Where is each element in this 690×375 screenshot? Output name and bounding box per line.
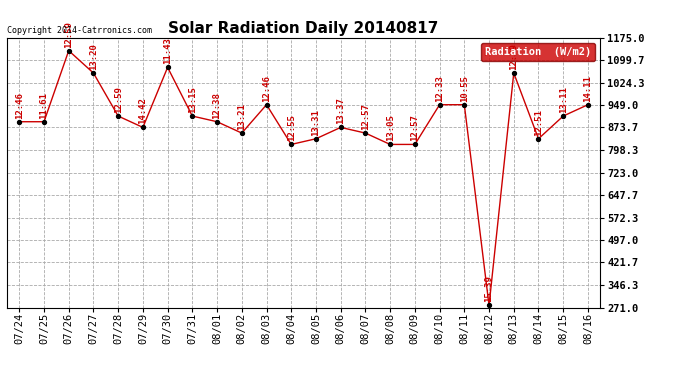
Text: 12:51: 12:51	[534, 109, 543, 136]
Text: 15:39: 15:39	[484, 276, 493, 302]
Text: 13:21: 13:21	[237, 103, 246, 130]
Text: 13:05: 13:05	[386, 115, 395, 141]
Text: 13:11: 13:11	[559, 86, 568, 113]
Text: 13:20: 13:20	[89, 43, 98, 70]
Point	[63, 48, 75, 54]
Text: Copyright 2014-Catrronics.com: Copyright 2014-Catrronics.com	[7, 26, 152, 35]
Text: 12:46: 12:46	[262, 75, 271, 102]
Legend: Radiation  (W/m2): Radiation (W/m2)	[480, 43, 595, 61]
Point	[459, 102, 470, 108]
Point	[434, 102, 445, 108]
Title: Solar Radiation Daily 20140817: Solar Radiation Daily 20140817	[168, 21, 439, 36]
Point	[137, 124, 148, 130]
Point	[187, 113, 198, 119]
Text: 12:33: 12:33	[435, 75, 444, 102]
Text: 12:59: 12:59	[114, 86, 123, 113]
Text: 13:37: 13:37	[336, 98, 345, 124]
Text: 14:11: 14:11	[584, 75, 593, 102]
Text: 11:61: 11:61	[39, 92, 48, 119]
Text: 12:46: 12:46	[14, 92, 23, 119]
Point	[39, 119, 50, 125]
Text: 13:31: 13:31	[311, 109, 320, 136]
Point	[14, 119, 25, 125]
Text: 12:59: 12:59	[64, 21, 73, 48]
Point	[582, 102, 593, 108]
Point	[286, 141, 297, 147]
Point	[310, 136, 322, 142]
Point	[384, 141, 395, 147]
Point	[409, 141, 420, 147]
Text: 12:38: 12:38	[213, 92, 221, 119]
Text: 10:55: 10:55	[460, 75, 469, 102]
Text: 12:57: 12:57	[361, 103, 370, 130]
Point	[360, 130, 371, 136]
Text: 12:55: 12:55	[287, 115, 296, 141]
Text: 13:15: 13:15	[188, 86, 197, 113]
Text: 14:42: 14:42	[139, 98, 148, 124]
Point	[509, 70, 520, 76]
Text: 11:43: 11:43	[163, 38, 172, 64]
Point	[88, 70, 99, 76]
Point	[261, 102, 272, 108]
Point	[236, 130, 247, 136]
Text: 12:57: 12:57	[411, 115, 420, 141]
Point	[484, 302, 495, 308]
Point	[212, 119, 223, 125]
Text: 12:29: 12:29	[509, 43, 518, 70]
Point	[112, 113, 124, 119]
Point	[558, 113, 569, 119]
Point	[162, 64, 173, 70]
Point	[335, 124, 346, 130]
Point	[533, 136, 544, 142]
